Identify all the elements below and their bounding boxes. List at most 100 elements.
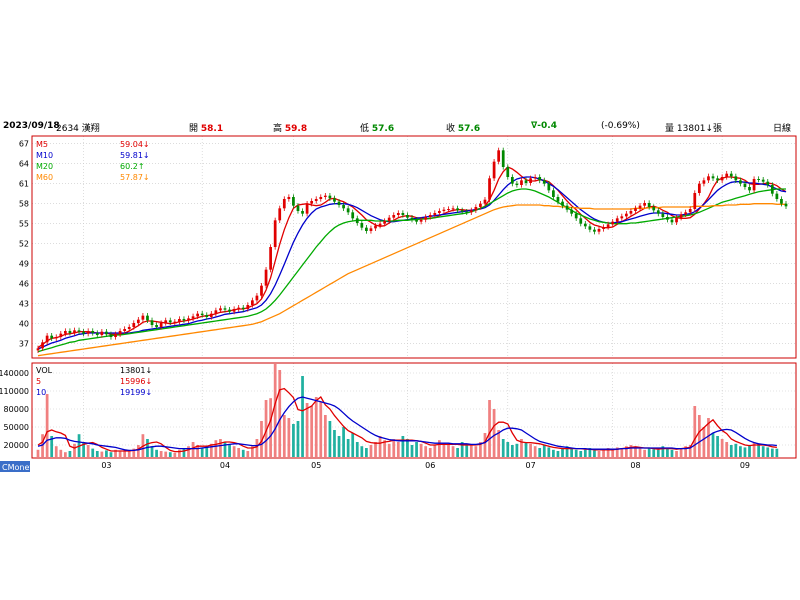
candle-body: [602, 227, 605, 229]
candle-body: [465, 211, 469, 213]
candle-body: [510, 177, 514, 184]
header-high: 高 59.8: [273, 121, 307, 134]
candle-body: [469, 210, 473, 213]
candle-body: [597, 229, 601, 232]
candle-body: [552, 190, 555, 197]
volume-tick-label: 20000: [4, 441, 29, 450]
candle-body: [606, 224, 610, 227]
volume-bar: [506, 442, 510, 457]
volume-bar: [437, 440, 441, 457]
candle-body: [734, 176, 738, 181]
volume-bar: [374, 442, 377, 457]
volume-bar: [223, 442, 227, 457]
candle-body: [748, 187, 751, 191]
candle-body: [588, 226, 592, 230]
candle-body: [100, 331, 104, 335]
candle-body: [269, 247, 272, 270]
volume-bar: [205, 446, 209, 457]
volume-bar: [351, 433, 355, 457]
volume-bar: [369, 445, 373, 457]
volume-bar: [260, 421, 263, 457]
candle-body: [333, 198, 336, 202]
volume-bar: [643, 449, 646, 457]
volume-bar: [510, 445, 514, 457]
volume-bar: [547, 447, 551, 457]
candle-body: [196, 313, 200, 317]
volume-bar: [401, 436, 405, 457]
candle-body: [164, 320, 168, 323]
volume-bar: [255, 439, 259, 457]
price-legend: M5 59.04↓ M10 59.81↓ M20 60.2↑ M60 57.87↓: [36, 140, 150, 182]
candle-body: [447, 209, 450, 210]
candle-body: [219, 308, 222, 311]
candle-body: [365, 227, 368, 231]
volume-bar: [428, 448, 432, 457]
candle-body: [415, 219, 418, 222]
header-change-pct: (-0.69%): [601, 121, 640, 131]
volume-bar: [766, 447, 770, 457]
volume-bar: [638, 448, 642, 457]
candle-body: [524, 180, 528, 183]
volume-bar: [287, 418, 291, 457]
candle-body: [593, 229, 596, 232]
candle-body: [410, 217, 414, 220]
candle-body: [127, 327, 131, 329]
volume-bar: [73, 443, 76, 457]
candle-body: [611, 221, 615, 225]
volume-bar: [36, 449, 40, 457]
candle-body: [424, 217, 428, 220]
volume-legend-value: 19199↓: [120, 388, 152, 397]
candle-body: [396, 213, 400, 215]
candle-body: [209, 313, 213, 317]
candle-body: [383, 221, 387, 224]
cmoney-logo: [0, 461, 30, 472]
candle-body: [369, 228, 373, 231]
candle-body: [41, 342, 44, 349]
candle-body: [583, 223, 587, 227]
volume-legend-value: 13801↓: [120, 366, 152, 375]
volume-bar: [670, 449, 674, 457]
volume-bar: [355, 442, 359, 457]
candle-body: [296, 205, 300, 211]
candle-body: [556, 197, 560, 202]
candle-body: [766, 181, 770, 185]
volume-bar: [269, 398, 272, 457]
candle-body: [451, 208, 455, 210]
candle-body: [647, 203, 651, 207]
moving-average-lines: [37, 166, 787, 357]
candle-body: [725, 173, 729, 177]
volume-bar: [250, 446, 254, 457]
candle-body: [670, 219, 674, 223]
volume-tick-label: 80000: [4, 405, 29, 414]
volume-bar: [228, 445, 231, 457]
candle-body: [123, 329, 127, 331]
volume-bar: [770, 448, 774, 457]
open-value: 58.1: [200, 124, 224, 134]
candle-body: [346, 208, 350, 213]
candle-body: [159, 323, 163, 327]
candle-body: [624, 213, 628, 217]
candle-body: [652, 207, 656, 211]
candle-body: [282, 199, 286, 209]
candle-body: [666, 217, 669, 220]
volume-bar: [123, 450, 127, 457]
candle-body: [483, 199, 487, 204]
candle-body: [36, 348, 40, 351]
volume-legend-name: VOL: [36, 366, 53, 375]
volume-bar: [241, 449, 245, 457]
volume-tick-label: 110000: [0, 387, 29, 396]
candle-body: [702, 180, 706, 184]
candle-body: [182, 319, 186, 321]
volume-bar: [707, 418, 710, 457]
candle-body: [620, 216, 624, 219]
price-tick-label: 46: [19, 280, 29, 289]
candle-body: [474, 207, 478, 211]
volume-bar: [105, 450, 108, 457]
candle-body: [292, 197, 295, 206]
candle-body: [752, 179, 756, 191]
volume-bar: [59, 449, 63, 457]
candle-body: [392, 215, 396, 218]
period-selector[interactable]: 日線: [773, 124, 792, 134]
volume-bar: [752, 442, 756, 457]
volume-bar: [597, 451, 601, 457]
